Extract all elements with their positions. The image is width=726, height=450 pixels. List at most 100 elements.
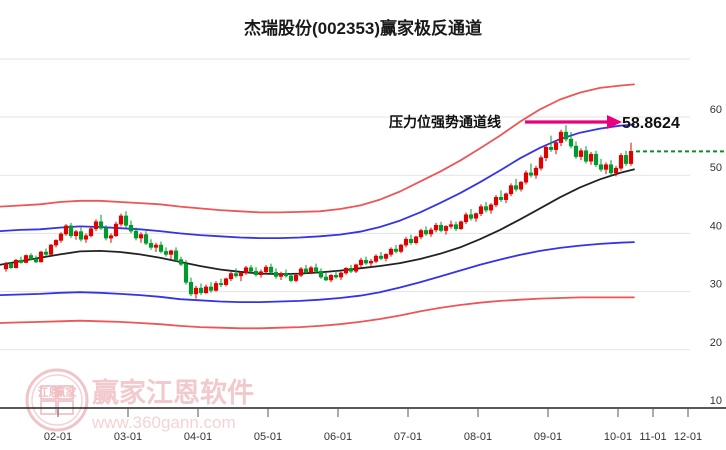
candle-body	[483, 206, 489, 211]
candle-body	[613, 167, 619, 174]
y-axis-labels: 60 50 40 30 20 10	[710, 104, 722, 407]
watermark-seal-icon: 江恩 赢家	[25, 368, 89, 432]
x-axis-tick-label: 08-01	[464, 431, 492, 443]
y-axis-tick-label: 40	[710, 220, 722, 232]
candle-body	[418, 230, 424, 238]
candle-body	[213, 283, 219, 291]
candle-body	[428, 229, 434, 235]
candle-body	[233, 273, 239, 277]
candle-body	[378, 255, 384, 259]
candle-body	[568, 138, 574, 147]
candle-body	[48, 244, 54, 255]
candle-body	[38, 251, 44, 263]
candle-body	[78, 231, 84, 240]
candle-body	[218, 283, 224, 285]
candle-body	[608, 164, 614, 174]
candle-body	[13, 259, 19, 269]
candle-body	[118, 215, 124, 225]
candle-body	[578, 150, 584, 157]
candle-body	[103, 227, 109, 239]
x-axis-tick-label: 05-01	[254, 431, 282, 443]
candle-body	[198, 287, 204, 294]
candle-body	[163, 251, 169, 255]
candle-body	[223, 278, 229, 285]
candle-body	[123, 215, 129, 226]
x-axis-tick-label: 06-01	[324, 431, 352, 443]
candle-body	[58, 233, 64, 241]
candle-body	[203, 286, 209, 294]
candle-body	[88, 228, 94, 237]
candle-body	[338, 272, 344, 278]
x-axis-tick-label: 10-01	[604, 431, 632, 443]
candle-body	[393, 248, 399, 252]
candle-body	[433, 224, 439, 231]
candle-body	[368, 261, 374, 264]
candle-body	[558, 131, 564, 143]
candle-body	[453, 224, 459, 230]
candle-body	[303, 268, 309, 273]
candle-body	[248, 267, 254, 272]
candle-body	[443, 226, 449, 231]
annotation-arrow-head-icon	[607, 115, 622, 129]
x-axis-tick-label: 11-01	[639, 431, 666, 443]
candle-body	[463, 214, 469, 223]
candle-body	[403, 238, 409, 246]
candle-body	[133, 230, 139, 239]
candle-body	[148, 242, 154, 248]
y-axis-tick-label: 10	[710, 395, 722, 407]
y-axis-tick-label: 20	[710, 337, 722, 349]
candle-body	[208, 286, 214, 291]
candle-body	[508, 185, 514, 195]
candle-body	[308, 267, 314, 273]
candle-body	[573, 145, 579, 157]
candle-body	[358, 259, 364, 266]
candle-body	[183, 263, 189, 283]
watermark-brand: 赢家江恩软件	[92, 377, 254, 408]
candle-body	[63, 225, 69, 235]
candle-body	[533, 167, 539, 176]
candlestick-series	[3, 125, 634, 299]
candle-body	[43, 251, 49, 255]
candle-body	[408, 238, 414, 244]
y-axis-tick-label: 60	[710, 104, 722, 116]
annotation-label: 压力位强势通道线	[389, 114, 501, 130]
candle-body	[253, 270, 259, 276]
candle-body	[353, 264, 359, 272]
candle-body	[448, 224, 454, 227]
candle-body	[298, 268, 304, 276]
candle-body	[323, 276, 329, 281]
series-inner-channel-lower	[0, 241, 635, 304]
candle-body	[153, 244, 159, 248]
candle-body	[503, 193, 509, 200]
candle-body	[268, 266, 274, 273]
candle-body	[623, 155, 629, 164]
candle-body	[468, 214, 474, 219]
candle-body	[93, 221, 99, 230]
candle-body	[318, 270, 324, 278]
candle-body	[528, 172, 534, 176]
candle-body	[238, 272, 244, 277]
candle-body	[363, 259, 369, 264]
candle-body	[68, 225, 74, 237]
candle-body	[258, 271, 264, 276]
watermark-url: www.360gann.com	[91, 413, 236, 432]
candle-body	[8, 263, 14, 269]
candle-body	[263, 266, 269, 273]
candle-body	[168, 250, 174, 255]
candle-body	[333, 275, 339, 278]
candle-body	[83, 235, 89, 240]
series-inner-channel-upper	[0, 123, 635, 240]
candle-body	[628, 151, 634, 164]
candle-body	[278, 273, 284, 277]
candle-body	[458, 221, 464, 230]
series-outer-channel-upper	[0, 83, 635, 214]
candle-body	[173, 250, 179, 260]
candle-body	[383, 254, 389, 259]
candle-body	[28, 255, 34, 260]
candle-body	[343, 268, 349, 274]
watermark-seal-left: 江恩	[38, 385, 60, 399]
x-axis-tick-label: 12-01	[674, 431, 702, 443]
candle-body	[108, 235, 114, 239]
channel-series	[0, 83, 635, 330]
